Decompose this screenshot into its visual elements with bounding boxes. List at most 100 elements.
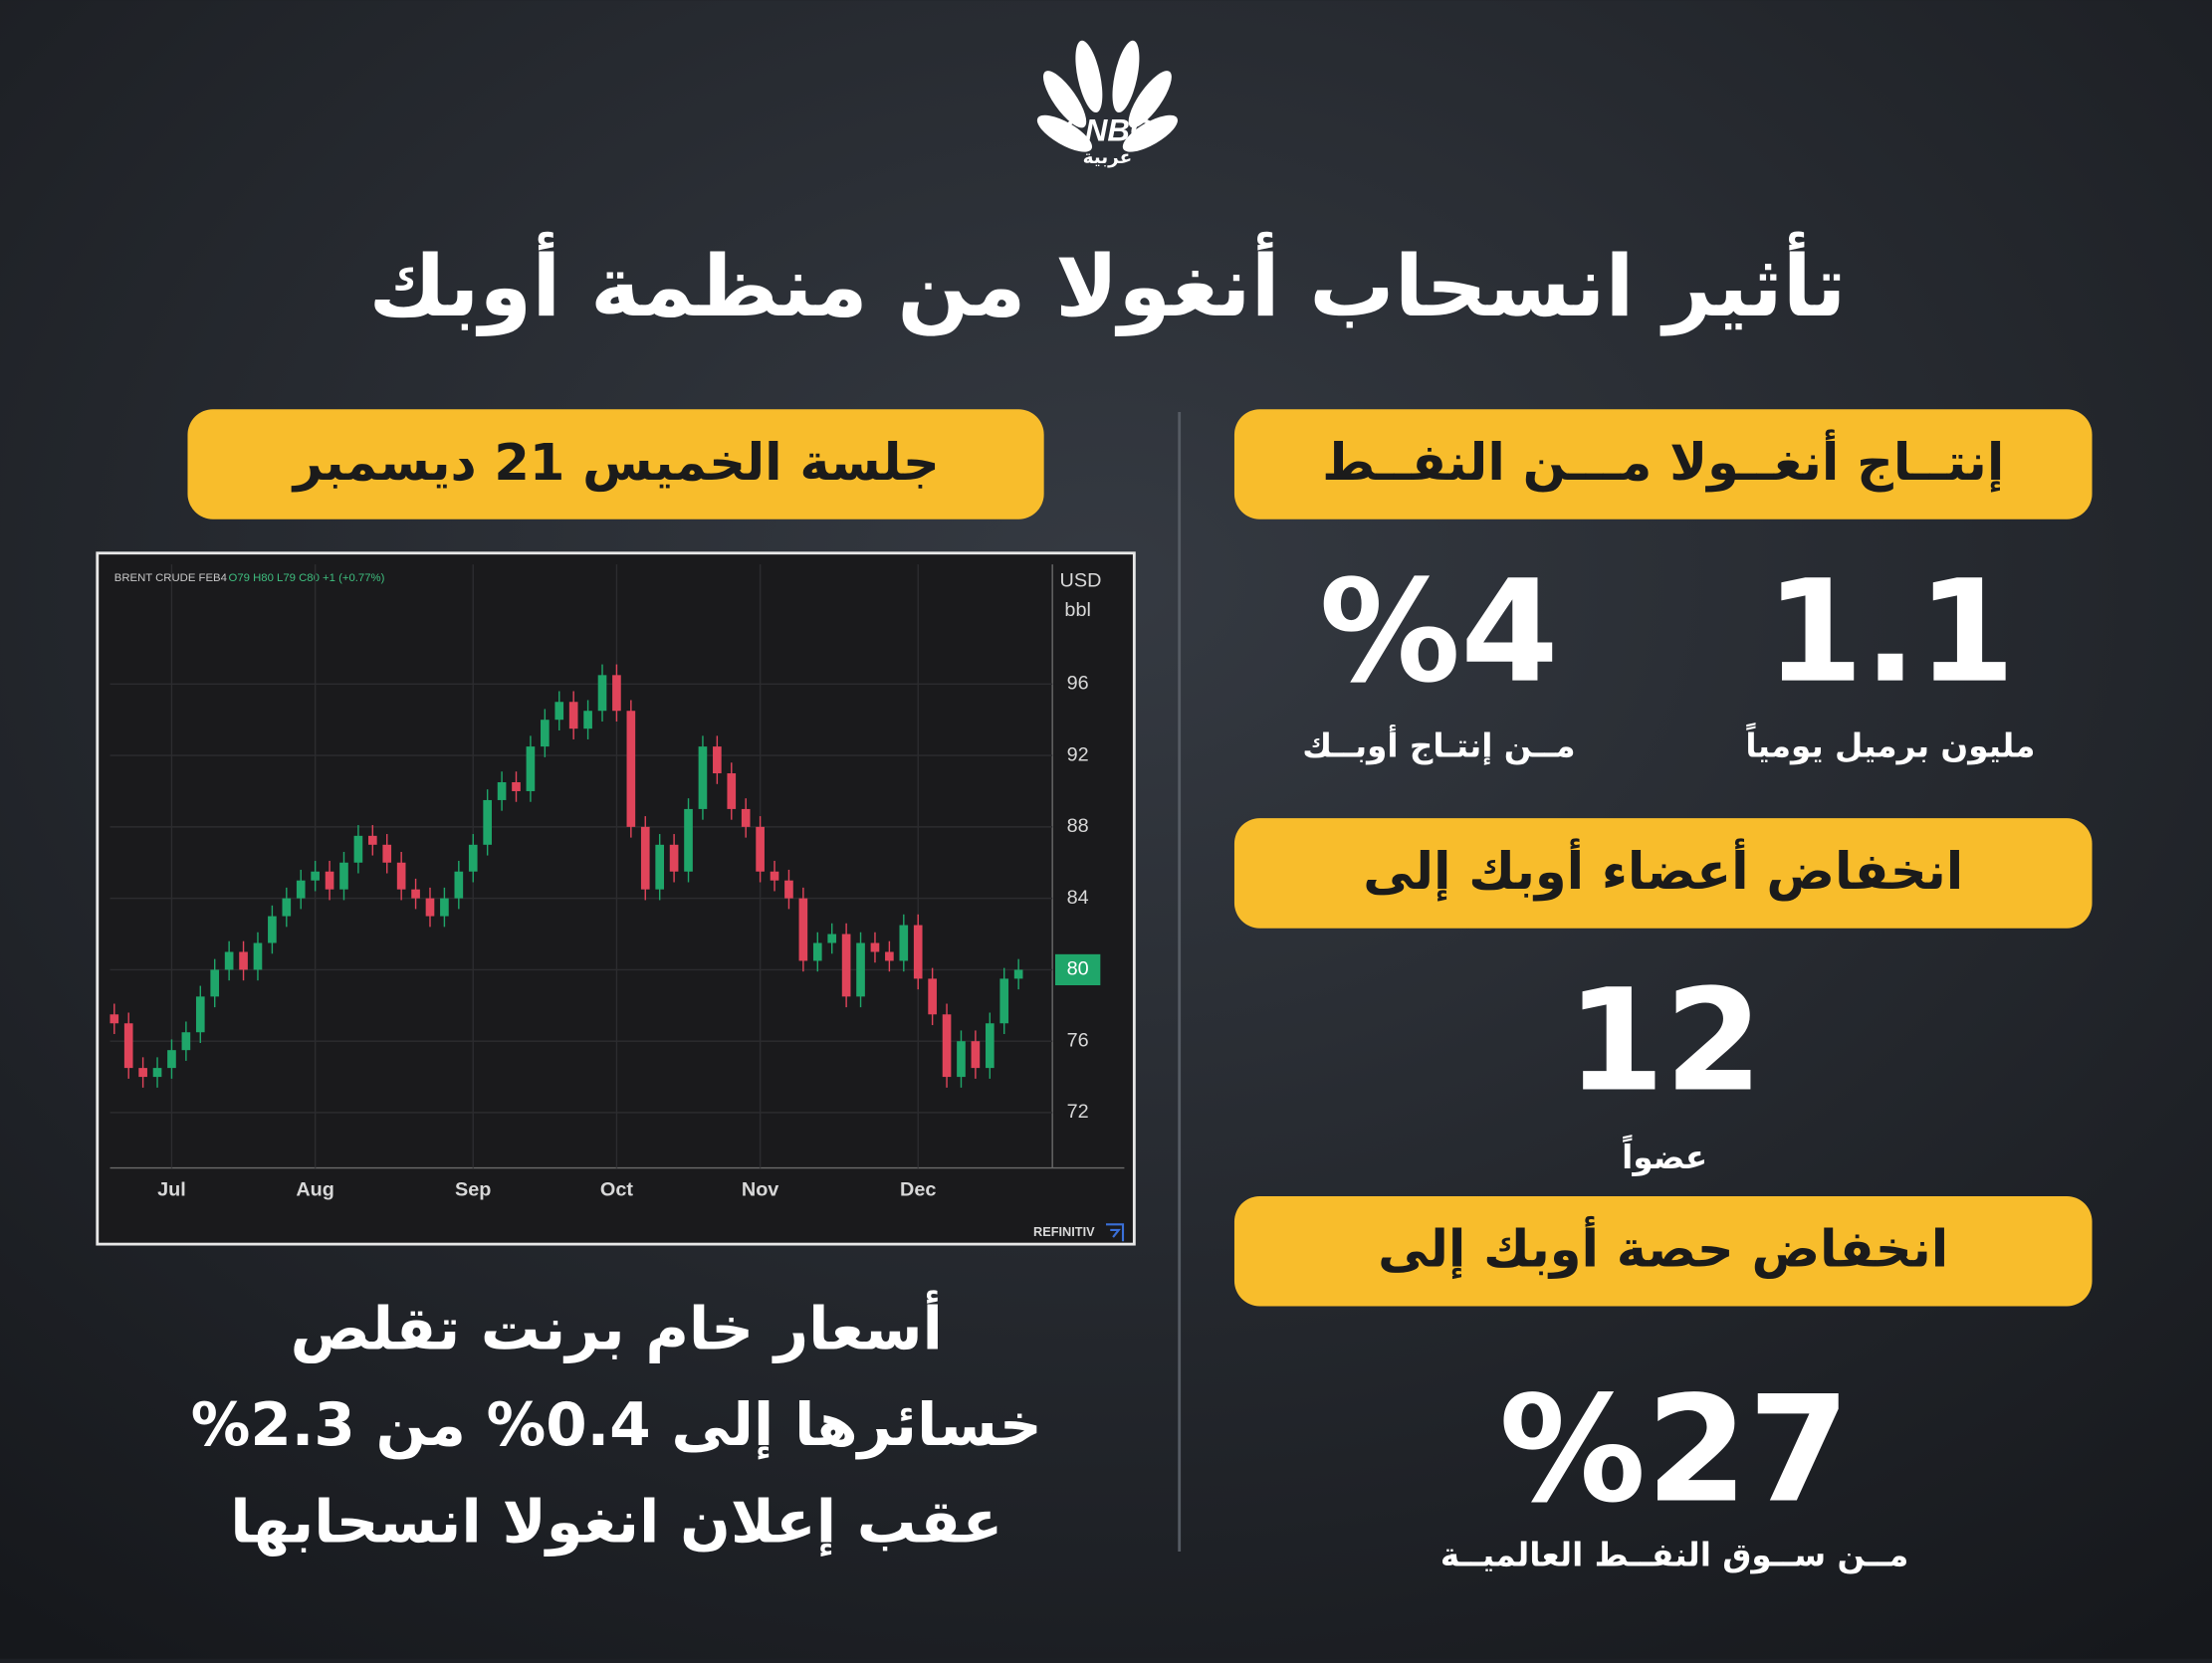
candle-body (626, 711, 636, 827)
source: REFINITIV (1033, 1224, 1095, 1239)
title: تأثير انسحاب أنغولا من منظمة أوبك (368, 231, 1846, 336)
candle-body (411, 889, 420, 899)
candle-body (655, 844, 665, 890)
heading: انخفاض أعضاء أوبك إلى (1363, 838, 1963, 902)
x-tick-label: Jul (157, 1179, 186, 1201)
candle-body (741, 808, 751, 827)
candle-body (684, 808, 693, 872)
candle-body (396, 862, 406, 890)
candle-body (425, 898, 435, 917)
candle-body (899, 925, 909, 961)
candle-body (798, 898, 808, 961)
last-price-box (1054, 953, 1101, 986)
candle-body (756, 826, 765, 872)
candle-body (483, 799, 492, 845)
candle-body (727, 773, 737, 809)
candle-body (583, 711, 592, 729)
candle-body (640, 826, 650, 890)
candle-body (268, 916, 277, 943)
candle-body (784, 880, 793, 899)
candle-body (152, 1068, 162, 1078)
unit: bbl (1064, 599, 1090, 621)
candle-body (827, 934, 837, 943)
candle-body (526, 746, 536, 791)
candle-body (224, 951, 234, 970)
candle-body (195, 996, 205, 1033)
heading: جلسة الخميس 21 ديسمبر (291, 434, 940, 493)
candle-body (512, 782, 521, 791)
candle-body (382, 844, 392, 863)
x-tick-label: Aug (296, 1179, 334, 1201)
candle-body (1013, 969, 1023, 979)
heading: إنتــاج أنغــولا مـــن النفــط (1322, 429, 2004, 493)
candle-body (468, 844, 478, 872)
candle-body (167, 1050, 176, 1069)
stat-value: %27 (1499, 1363, 1851, 1535)
y-tick-label: 88 (1067, 815, 1089, 837)
heading-box (187, 409, 1044, 520)
candle-body (296, 880, 306, 899)
ohlc-text: O79 H80 L79 C80 +1 (+0.77%) (229, 572, 385, 584)
x-tick-label: Dec (900, 1179, 936, 1201)
candle-body (597, 675, 607, 712)
y-tick-label: 72 (1067, 1101, 1089, 1123)
x-tick-label: Oct (600, 1179, 633, 1201)
candle-body (870, 942, 880, 952)
candle-body (554, 702, 564, 721)
candle-body (957, 1041, 966, 1078)
y-tick-label: 96 (1067, 673, 1089, 695)
candle-body (812, 942, 822, 961)
candle-body (669, 844, 679, 872)
candle-body (497, 782, 507, 800)
candle-body (138, 1068, 147, 1078)
candle-body (913, 925, 923, 979)
candle-body (440, 898, 449, 917)
candle-body (541, 720, 550, 747)
candle-body (239, 951, 248, 970)
candle-body (110, 1014, 119, 1024)
candle-body (985, 1023, 995, 1069)
candle-body (698, 746, 708, 809)
candle-body (856, 942, 865, 997)
candle-body (339, 862, 348, 890)
logo-peacock (1036, 40, 1178, 152)
summary-line: عقب إعلان انغولا انسحابها (230, 1489, 1002, 1558)
stat-caption: مــن إنتـاج أوبــك (1302, 724, 1575, 765)
stat-value: %4 (1319, 550, 1559, 715)
stat-caption: مليون برميل يومياً (1745, 723, 2035, 764)
candle-body (367, 835, 377, 845)
candle-body (353, 835, 363, 863)
summary-line: أسعار خام برنت تقلص (291, 1291, 943, 1364)
unit: USD (1060, 569, 1102, 591)
stat-value: 12 (1567, 959, 1763, 1124)
stat-value: 1.1 (1765, 550, 2015, 715)
candle-body (311, 871, 320, 881)
candle-body (253, 942, 263, 970)
source-icon (1106, 1223, 1125, 1242)
candle-body (942, 1014, 952, 1078)
candle-body (325, 871, 334, 890)
heading-box (1233, 1195, 2093, 1307)
candle-body (612, 675, 621, 712)
candle-body (282, 898, 292, 917)
x-tick-label: Sep (455, 1179, 491, 1201)
candle-body (885, 951, 894, 961)
heading-box (1233, 409, 2093, 520)
heading-box (1233, 818, 2093, 929)
candle-body (454, 871, 464, 899)
x-tick-label: Nov (742, 1179, 778, 1201)
summary-line: خسائرها إلى 0.4% من 2.3% (191, 1391, 1042, 1460)
candle-body (210, 969, 220, 997)
candle-body (928, 978, 937, 1015)
candle-body (181, 1032, 191, 1051)
logo-sub: عربية (1083, 147, 1133, 168)
y-tick-label: 84 (1067, 887, 1089, 909)
stat-caption: عضواً (1622, 1135, 1707, 1176)
candle-body (999, 978, 1009, 1024)
candle-body (841, 934, 851, 997)
candle-body (770, 871, 779, 881)
stat-caption: مــن ســوق النفــط العالميــة (1440, 1537, 1908, 1574)
logo-brand: CNBC (1062, 113, 1153, 148)
